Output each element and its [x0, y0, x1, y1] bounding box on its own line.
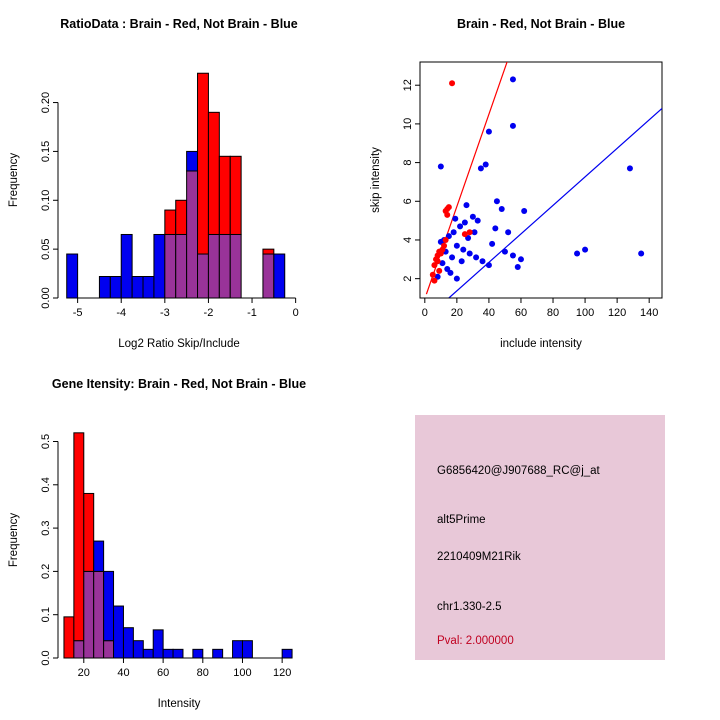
svg-text:0.10: 0.10	[40, 190, 52, 211]
gene-histogram-title: Gene Itensity: Brain - Red, Not Brain - …	[51, 377, 307, 391]
scatter-xlabel: include intensity	[500, 338, 582, 350]
svg-text:100: 100	[576, 307, 594, 319]
scatter-ylabel: skip intensity	[370, 147, 382, 213]
svg-text:20: 20	[78, 667, 90, 679]
svg-text:0.0: 0.0	[40, 650, 52, 665]
svg-text:120: 120	[608, 307, 626, 319]
svg-text:0: 0	[422, 307, 428, 319]
svg-text:-2: -2	[204, 307, 214, 319]
scatter-canvas: 0 20 40 60 80 100 120 140 2 4 6 8 10 12	[402, 61, 663, 319]
svg-text:20: 20	[451, 307, 463, 319]
svg-text:140: 140	[640, 307, 658, 319]
svg-text:8: 8	[402, 160, 414, 166]
svg-text:6: 6	[402, 198, 414, 204]
panel-info: G6856420@J907688_RC@j_at alt5Prime 22104…	[360, 360, 720, 720]
svg-text:0.15: 0.15	[40, 141, 52, 162]
svg-text:0: 0	[293, 307, 299, 319]
svg-text:0.00: 0.00	[40, 287, 52, 308]
svg-text:-5: -5	[73, 307, 83, 319]
panel-scatter: Brain - Red, Not Brain - Blue 0 20 40 60 80 1…	[360, 0, 720, 360]
svg-text:0.4: 0.4	[40, 477, 52, 492]
svg-text:0.20: 0.20	[40, 92, 52, 113]
svg-text:120: 120	[273, 667, 291, 679]
svg-text:80: 80	[197, 667, 209, 679]
svg-text:0.3: 0.3	[40, 520, 52, 535]
gene-name-text: 2210409M21Rik	[437, 551, 521, 563]
info-box: G6856420@J907688_RC@j_at alt5Prime 22104…	[415, 415, 665, 660]
panel-ratio-histogram: RatioData : Brain - Red, Not Brain - Blu…	[0, 0, 360, 360]
ratio-histogram-canvas: -5 -4 -3 -2 -1 0 0.00 0.05 0.10 0.15 0.20	[40, 72, 299, 319]
svg-text:60: 60	[515, 307, 527, 319]
probe-id-text: G6856420@J907688_RC@j_at	[437, 465, 600, 477]
svg-text:2: 2	[402, 276, 414, 282]
svg-text:0.2: 0.2	[40, 564, 52, 579]
svg-text:60: 60	[157, 667, 169, 679]
svg-text:12: 12	[402, 79, 414, 91]
svg-text:80: 80	[547, 307, 559, 319]
ratio-histogram-title: RatioData : Brain - Red, Not Brain - Blu…	[60, 17, 298, 31]
svg-text:40: 40	[483, 307, 495, 319]
gene-histogram-canvas: 20 40 60 80 100 120 0.0 0.1 0.2 0.3 0.4 0.5	[40, 432, 293, 679]
event-type-text: alt5Prime	[437, 514, 486, 526]
svg-text:-3: -3	[160, 307, 170, 319]
svg-text:100: 100	[233, 667, 251, 679]
panel-gene-histogram: Gene Itensity: Brain - Red, Not Brain - …	[0, 360, 360, 720]
scatter-title: Brain - Red, Not Brain - Blue	[456, 17, 626, 31]
ratio-histogram-ylabel: Frequency	[8, 152, 20, 208]
ratio-histogram-xlabel: Log2 Ratio Skip/Include	[118, 338, 240, 350]
svg-text:10: 10	[402, 118, 414, 130]
svg-text:-4: -4	[116, 307, 126, 319]
gene-histogram-ylabel: Frequency	[8, 512, 20, 568]
svg-text:0.1: 0.1	[40, 607, 52, 622]
svg-text:-1: -1	[247, 307, 257, 319]
pval-text: Pval: 2.000000	[437, 635, 514, 647]
svg-text:4: 4	[402, 237, 414, 243]
gene-histogram-xlabel: Intensity	[157, 698, 201, 710]
svg-text:0.5: 0.5	[40, 434, 52, 449]
location-text: chr1.330-2.5	[437, 601, 502, 613]
svg-text:0.05: 0.05	[40, 238, 52, 259]
svg-text:40: 40	[117, 667, 129, 679]
